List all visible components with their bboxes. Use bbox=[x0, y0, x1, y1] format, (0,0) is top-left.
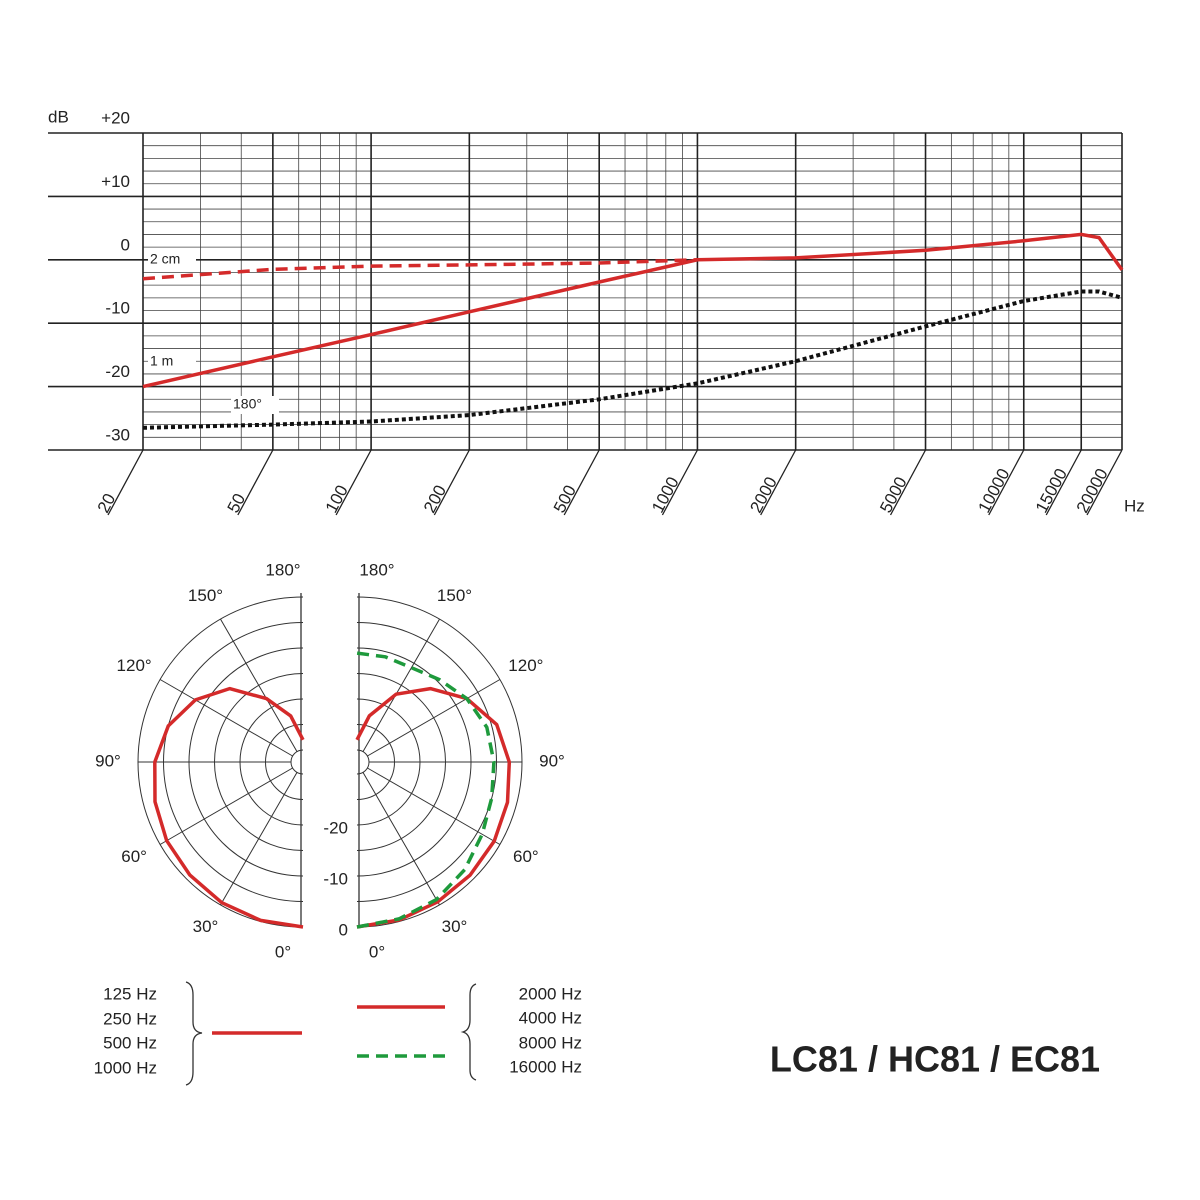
x-tick-label: 5000 bbox=[876, 474, 911, 516]
legend-label: 4000 Hz bbox=[519, 1008, 582, 1027]
x-tick-label: 100 bbox=[322, 482, 352, 516]
spoke bbox=[362, 618, 440, 752]
spoke bbox=[159, 679, 293, 757]
x-tick-label: 15000 bbox=[1032, 465, 1071, 516]
angle-label: 30° bbox=[193, 917, 219, 936]
polar-line bbox=[356, 651, 496, 929]
x-tick bbox=[661, 449, 699, 516]
x-tick-label: 20 bbox=[94, 490, 120, 516]
legend-label: 125 Hz bbox=[103, 984, 157, 1003]
x-tick bbox=[107, 449, 144, 516]
spoke bbox=[220, 618, 298, 752]
x-tick bbox=[1045, 449, 1082, 516]
angle-label: 180° bbox=[265, 560, 300, 579]
angle-label: 0° bbox=[369, 942, 385, 961]
legend-brace bbox=[185, 981, 203, 1086]
x-tick-label: 10000 bbox=[974, 465, 1013, 516]
series-label: 1 m bbox=[150, 353, 173, 369]
y-tick-label: +20 bbox=[101, 108, 130, 127]
spoke bbox=[367, 679, 501, 757]
series-label: 180° bbox=[233, 396, 262, 412]
series-label: 2 cm bbox=[150, 251, 180, 267]
y-tick-label: -10 bbox=[105, 299, 130, 318]
x-tick bbox=[889, 449, 927, 516]
series-label-bg bbox=[231, 396, 279, 414]
x-axis-label: Hz bbox=[1124, 496, 1145, 515]
angle-label: 120° bbox=[117, 656, 152, 675]
angle-label: 30° bbox=[442, 917, 468, 936]
spoke bbox=[220, 772, 298, 906]
legend-label: 500 Hz bbox=[103, 1033, 157, 1052]
x-tick-label: 2000 bbox=[746, 474, 781, 516]
y-axis-label: dB bbox=[48, 107, 69, 126]
x-tick bbox=[335, 449, 372, 516]
spoke bbox=[362, 772, 440, 906]
angle-label: 90° bbox=[539, 751, 565, 770]
series-label-bg bbox=[148, 251, 196, 269]
legend-label: 16000 Hz bbox=[509, 1057, 582, 1076]
spoke bbox=[159, 767, 293, 845]
x-tick bbox=[1086, 449, 1123, 516]
legend-brace bbox=[460, 983, 477, 1081]
product-name: LC81 / HC81 / EC81 bbox=[770, 1039, 1100, 1080]
x-tick bbox=[563, 449, 600, 516]
y-tick-label: +10 bbox=[101, 172, 130, 191]
legend-label: 2000 Hz bbox=[519, 984, 582, 1003]
r-tick-label: -20 bbox=[323, 818, 348, 837]
x-tick bbox=[237, 449, 274, 516]
y-tick-label: 0 bbox=[121, 235, 130, 254]
r-tick-label: -10 bbox=[323, 869, 348, 888]
angle-label: 0° bbox=[275, 942, 291, 961]
angle-label: 120° bbox=[508, 656, 543, 675]
line bbox=[142, 232, 1124, 389]
angle-label: 60° bbox=[513, 847, 539, 866]
x-tick-label: 200 bbox=[420, 482, 450, 516]
spoke bbox=[367, 767, 501, 845]
angle-label: 150° bbox=[188, 586, 223, 605]
angle-label: 150° bbox=[437, 586, 472, 605]
line bbox=[142, 289, 1123, 430]
angle-label: 60° bbox=[121, 847, 147, 866]
x-tick-label: 20000 bbox=[1073, 465, 1112, 516]
x-tick bbox=[760, 449, 797, 516]
x-tick-label: 1000 bbox=[648, 474, 683, 516]
r-tick-label: 0 bbox=[339, 920, 348, 939]
polar-line bbox=[153, 686, 305, 929]
series-label-bg bbox=[148, 353, 196, 371]
x-tick-label: 50 bbox=[224, 490, 250, 516]
line bbox=[142, 258, 698, 281]
legend-label: 8000 Hz bbox=[519, 1033, 582, 1052]
legend-label: 1000 Hz bbox=[94, 1058, 157, 1077]
polar-line bbox=[355, 686, 512, 929]
legend-label: 250 Hz bbox=[103, 1009, 157, 1028]
angle-label: 180° bbox=[359, 560, 394, 579]
y-tick-label: -20 bbox=[105, 362, 130, 381]
angle-label: 90° bbox=[95, 751, 121, 770]
x-tick bbox=[988, 449, 1025, 516]
x-tick-label: 500 bbox=[550, 482, 580, 516]
x-tick bbox=[433, 449, 470, 516]
y-tick-label: -30 bbox=[105, 425, 130, 444]
